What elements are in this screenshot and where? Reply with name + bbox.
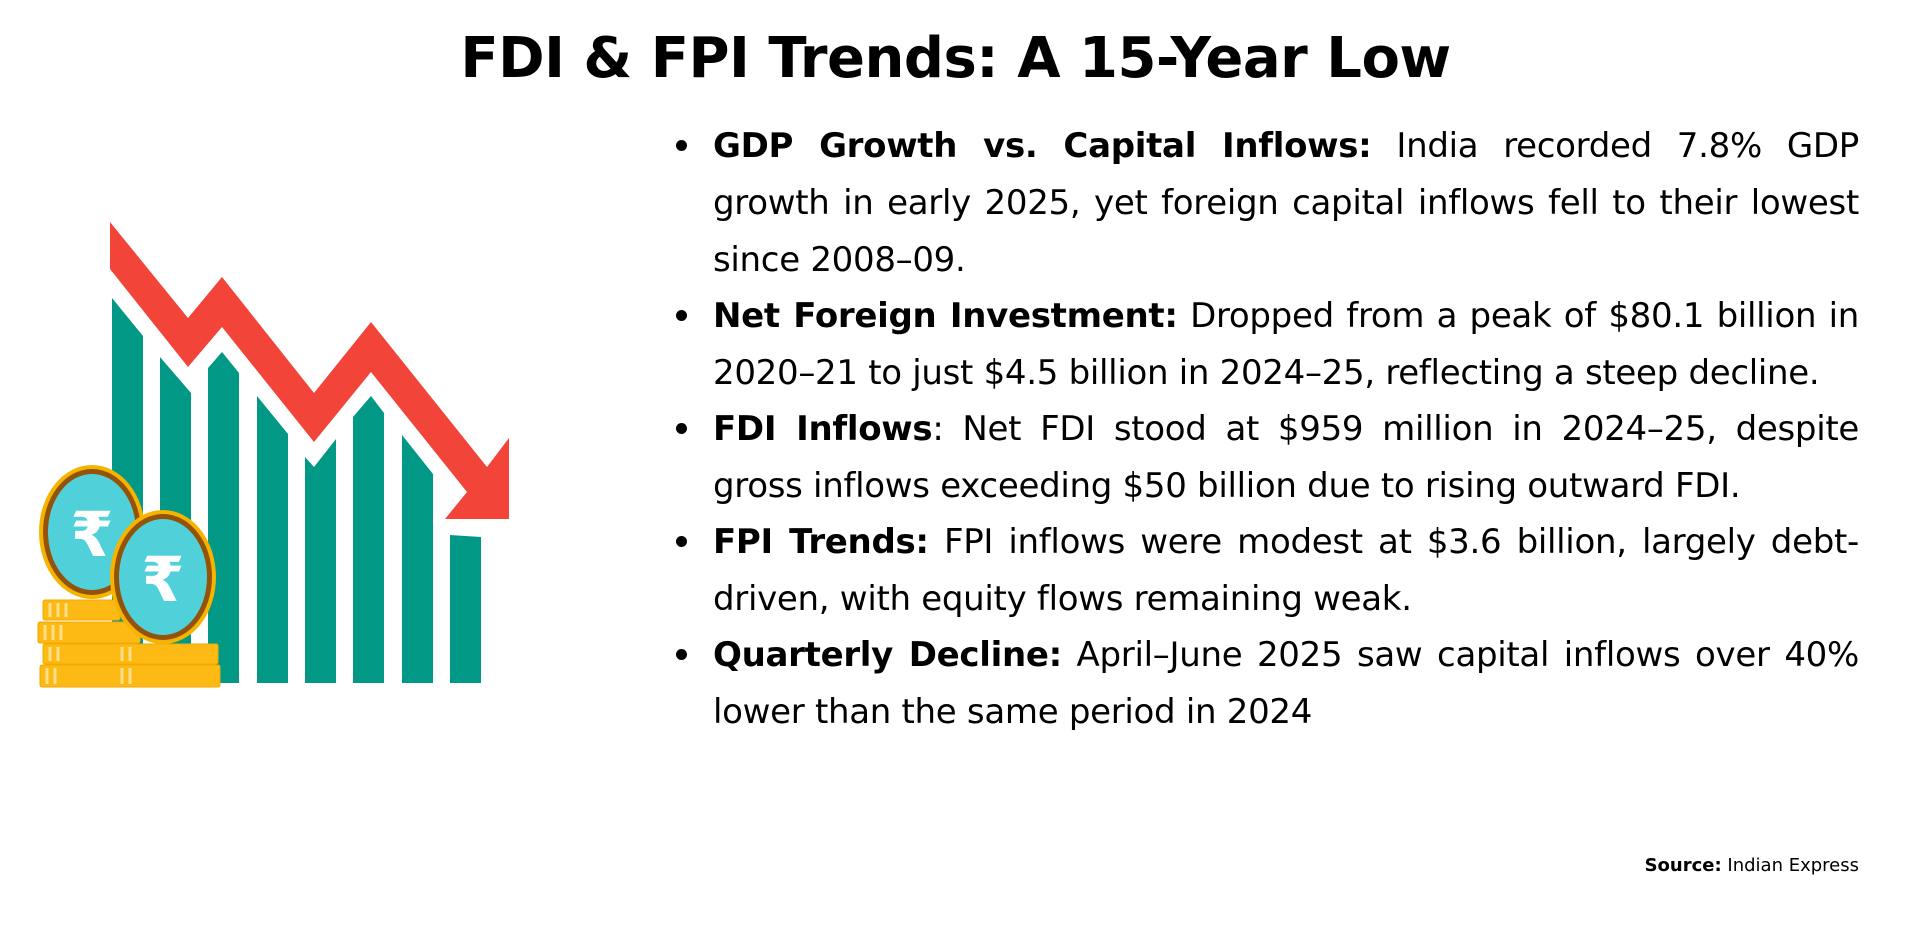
bullet-icon	[676, 140, 687, 151]
svg-text:₹: ₹	[70, 498, 113, 571]
source-value: Indian Express	[1721, 855, 1859, 876]
bar-5	[305, 439, 336, 683]
gold-coin-stack-icon	[37, 599, 221, 688]
item-label: Net Foreign Investment:	[713, 296, 1178, 336]
list-item: FPI Trends: FPI inflows were modest at $…	[676, 514, 1859, 628]
item-label: FDI Inflows	[713, 409, 933, 449]
item-label: GDP Growth vs. Capital Inflows:	[713, 126, 1372, 166]
item-text: FPI inflows were modest at $3.6 billion,…	[713, 522, 1859, 619]
bullet-icon	[676, 649, 687, 660]
bar-7	[402, 435, 433, 683]
bullet-icon	[676, 423, 687, 434]
svg-text:₹: ₹	[141, 543, 184, 616]
list-item: FDI Inflows: Net FDI stood at $959 milli…	[676, 401, 1859, 515]
item-label: FPI Trends:	[713, 522, 929, 562]
bar-3	[208, 352, 239, 683]
down-trend-arrow-icon	[110, 222, 509, 519]
page-title: FDI & FPI Trends: A 15-Year Low	[460, 26, 1451, 91]
list-item: Quarterly Decline: April–June 2025 saw c…	[676, 627, 1859, 741]
list-item: GDP Growth vs. Capital Inflows: India re…	[676, 118, 1859, 289]
bullet-icon	[676, 310, 687, 321]
rupee-coin-icon: ₹	[110, 510, 216, 644]
item-text: Dropped from a peak of $80.1 billion in …	[713, 296, 1859, 393]
source-label: Source:	[1644, 855, 1722, 876]
item-label: Quarterly Decline:	[713, 635, 1062, 675]
bar-4	[257, 396, 288, 683]
bullet-icon	[676, 536, 687, 547]
item-text: April–June 2025 saw capital inflows over…	[713, 635, 1859, 732]
bar-8	[450, 535, 481, 683]
item-text: : Net FDI stood at $959 million in 2024–…	[713, 409, 1859, 506]
declining-chart-illustration: ₹ ₹	[37, 222, 509, 688]
item-text: India recorded 7.8% GDP growth in early …	[713, 126, 1859, 280]
list-item: Net Foreign Investment: Dropped from a p…	[676, 288, 1859, 402]
bar-6	[353, 396, 384, 683]
source-credit: Source: Indian Express	[1645, 855, 1859, 876]
key-points-list: GDP Growth vs. Capital Inflows: India re…	[676, 118, 1859, 740]
